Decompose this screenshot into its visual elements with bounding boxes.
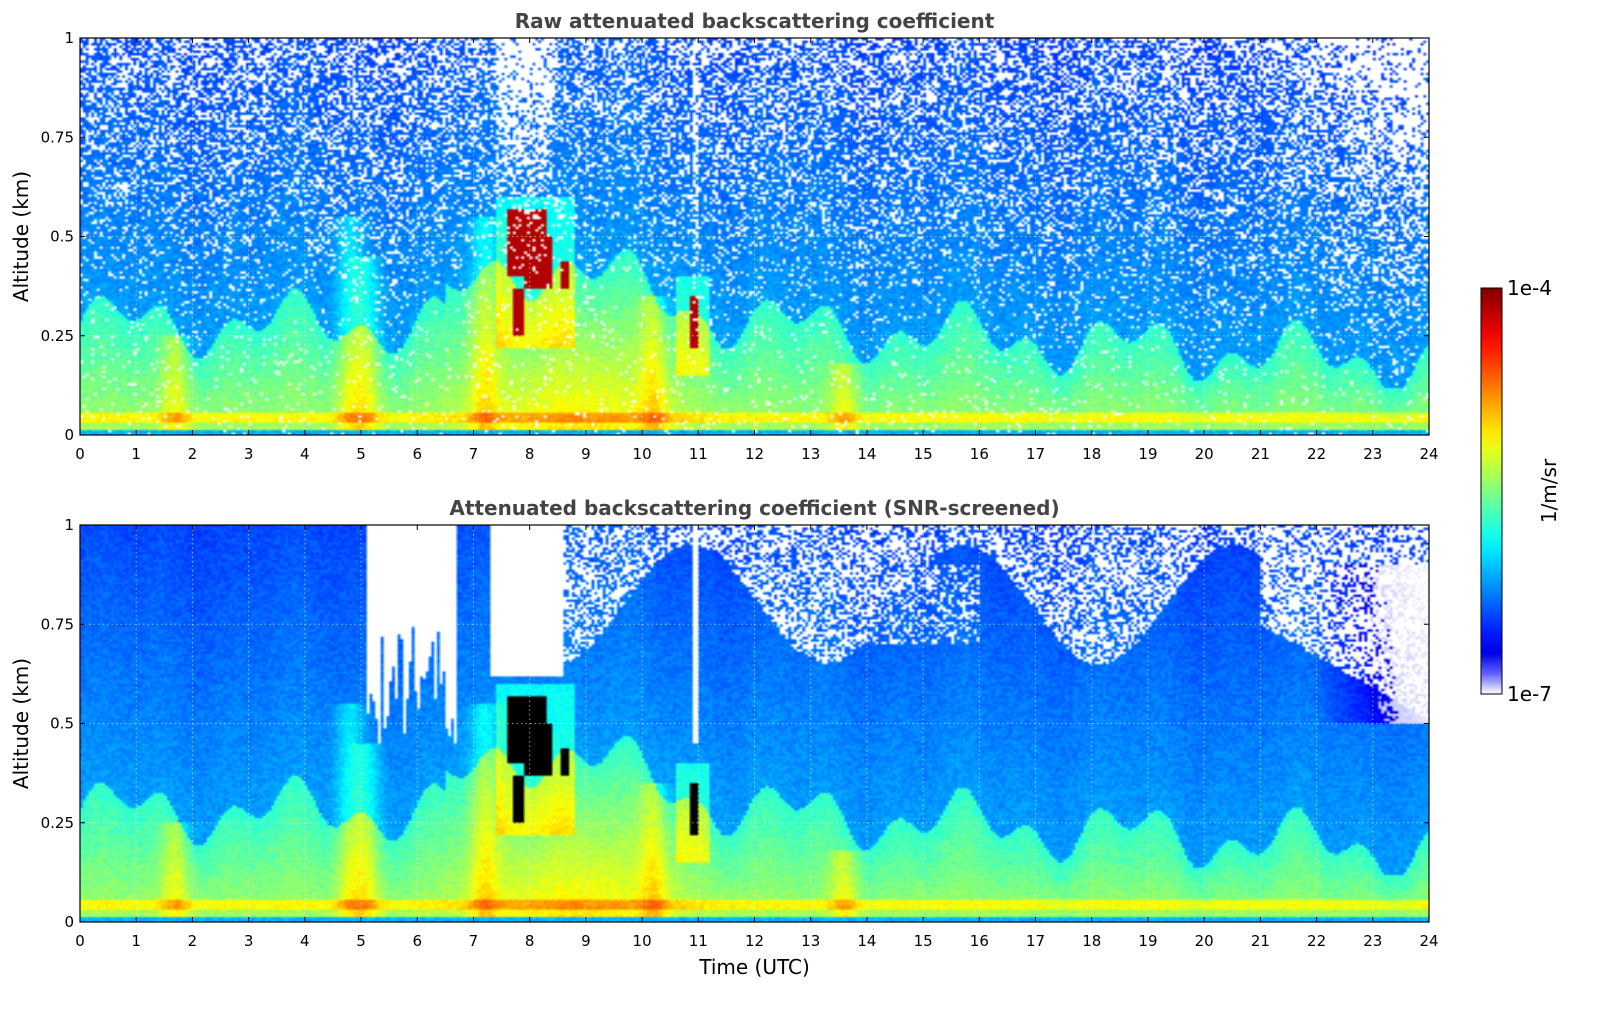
x-tick-label: 11 [689, 445, 708, 463]
x-tick-label: 13 [801, 932, 820, 950]
chart-title: Attenuated backscattering coefficient (S… [449, 496, 1059, 520]
x-tick-label: 17 [1026, 932, 1045, 950]
x-tick-label: 10 [633, 445, 652, 463]
colorbar-max-label: 1e-4 [1507, 276, 1552, 300]
x-tick-label: 19 [1138, 445, 1157, 463]
panel-raw: 0 1 2 3 4 5 6 7 8 9 10 11 12 13 14 15 16 17 18 19 20 21 22 23 24… [9, 9, 1439, 463]
x-tick-label: 2 [188, 445, 198, 463]
x-tick-label: 19 [1138, 932, 1157, 950]
x-tick-label: 22 [1307, 445, 1326, 463]
y-tick-label: 0.5 [50, 228, 74, 246]
y-tick-label: 1 [64, 516, 74, 534]
colorbar: 1e-4 1e-7 1/m/sr [1480, 276, 1561, 706]
x-tick-label: 5 [356, 445, 366, 463]
x-tick-label: 1 [131, 445, 141, 463]
y-tick-label: 1 [64, 29, 74, 47]
x-tick-label: 0 [75, 445, 85, 463]
x-tick-label: 14 [857, 932, 876, 950]
x-tick-label: 10 [633, 932, 652, 950]
y-tick-label: 0.25 [41, 327, 74, 345]
y-tick-label: 0.75 [41, 128, 74, 146]
x-tick-label: 11 [689, 932, 708, 950]
x-tick-label: 17 [1026, 445, 1045, 463]
x-tick-label: 13 [801, 445, 820, 463]
x-tick-label: 12 [745, 932, 764, 950]
x-tick-label: 20 [1195, 445, 1214, 463]
x-tick-label: 21 [1251, 445, 1270, 463]
x-tick-label: 8 [525, 932, 535, 950]
x-tick-label: 7 [469, 932, 479, 950]
x-tick-label: 16 [970, 932, 989, 950]
y-tick-label: 0.5 [50, 715, 74, 733]
x-tick-label: 7 [469, 445, 479, 463]
x-tick-label: 5 [356, 932, 366, 950]
x-axis-label: Time (UTC) [698, 955, 810, 979]
x-tick-label: 9 [581, 445, 591, 463]
x-tick-label: 3 [244, 445, 254, 463]
x-tick-label: 4 [300, 445, 310, 463]
colorbar-unit-label: 1/m/sr [1537, 458, 1561, 523]
x-tick-label: 23 [1363, 932, 1382, 950]
x-tick-label: 12 [745, 445, 764, 463]
x-tick-label: 6 [412, 445, 422, 463]
y-axis-label: Altitude (km) [9, 171, 33, 302]
x-tick-label: 15 [914, 932, 933, 950]
x-tick-label: 15 [914, 445, 933, 463]
x-tick-label: 18 [1082, 932, 1101, 950]
x-tick-label: 3 [244, 932, 254, 950]
x-tick-label: 2 [188, 932, 198, 950]
y-tick-label: 0 [64, 913, 74, 931]
x-tick-label: 14 [857, 445, 876, 463]
x-tick-label: 24 [1419, 445, 1438, 463]
x-tick-label: 8 [525, 445, 535, 463]
panel-snr-screened: 0 1 2 3 4 5 6 7 8 9 10 11 12 13 14 15 16 17 18 19 20 21 22 23 24… [9, 496, 1439, 979]
y-tick-label: 0.25 [41, 814, 74, 832]
x-tick-label: 21 [1251, 932, 1270, 950]
x-tick-label: 20 [1195, 932, 1214, 950]
y-tick-label: 0 [64, 426, 74, 444]
chart-title: Raw attenuated backscattering coefficien… [515, 9, 995, 33]
colorbar-gradient [1480, 287, 1503, 695]
x-tick-label: 4 [300, 932, 310, 950]
x-tick-label: 23 [1363, 445, 1382, 463]
x-tick-label: 0 [75, 932, 85, 950]
x-tick-label: 6 [412, 932, 422, 950]
x-tick-label: 22 [1307, 932, 1326, 950]
x-tick-label: 18 [1082, 445, 1101, 463]
x-tick-label: 24 [1419, 932, 1438, 950]
x-tick-label: 9 [581, 932, 591, 950]
y-axis-label: Altitude (km) [9, 658, 33, 789]
y-tick-label: 0.75 [41, 615, 74, 633]
x-tick-label: 1 [131, 932, 141, 950]
x-tick-label: 16 [970, 445, 989, 463]
colorbar-min-label: 1e-7 [1507, 682, 1552, 706]
